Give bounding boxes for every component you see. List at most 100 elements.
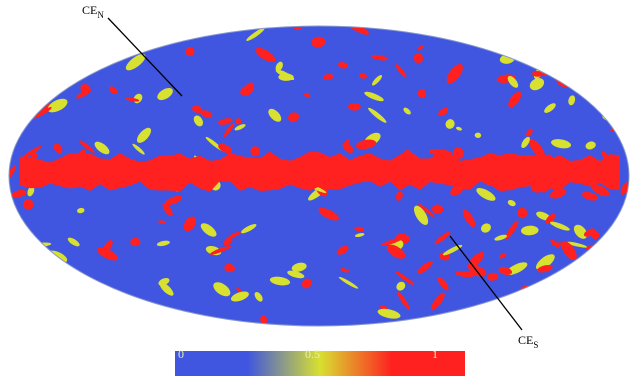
sky-blob (27, 186, 35, 197)
sky-blob (583, 228, 596, 237)
sky-blob (342, 142, 354, 154)
pointer-line (107, 17, 183, 97)
sky-blob (431, 204, 444, 214)
sky-blob (33, 107, 52, 119)
sky-blob (531, 70, 544, 77)
sky-blob (294, 26, 302, 31)
sky-blob (540, 295, 556, 308)
sky-blob (566, 241, 588, 248)
annotation-text: CE (82, 3, 97, 17)
sky-blob (9, 85, 20, 101)
sky-blob (585, 141, 596, 150)
sky-blob (521, 136, 530, 148)
sky-blob (395, 191, 403, 201)
sky-blob (517, 207, 528, 219)
sky-blob (611, 86, 621, 90)
sky-blob (76, 88, 92, 99)
sky-blob (336, 245, 349, 255)
sky-blob (11, 189, 27, 198)
sky-blob (136, 127, 152, 143)
sky-blob (619, 33, 629, 45)
sky-blob (52, 48, 72, 65)
sky-blob (13, 97, 20, 106)
sky-blob (125, 97, 140, 102)
sky-blob (288, 112, 300, 123)
sky-blob (260, 314, 268, 325)
sky-blob (275, 61, 283, 72)
sky-blob (130, 237, 141, 247)
sky-blob (568, 276, 580, 286)
sky-blob (318, 207, 339, 221)
sky-blob (581, 191, 598, 201)
sky-blob (397, 291, 411, 311)
annotation: CES (518, 333, 538, 350)
sky-blob (67, 237, 80, 247)
sky-blob (446, 63, 463, 84)
sky-blob (438, 107, 449, 117)
sky-blob (173, 27, 192, 36)
sky-blob (568, 95, 576, 106)
sky-blob (508, 91, 522, 108)
sky-blob (340, 268, 350, 273)
sky-blob (381, 237, 403, 246)
sky-blob (97, 247, 118, 261)
sky-blob (445, 119, 455, 129)
sky-blob (234, 124, 246, 131)
sky-blob (223, 236, 233, 246)
sky-blob (100, 299, 109, 305)
sky-blob (413, 205, 429, 226)
sky-blob (54, 55, 73, 65)
sky-blob (413, 53, 424, 64)
annotation-text: CE (518, 333, 533, 347)
sky-blob (140, 28, 154, 38)
sky-blob (536, 265, 553, 273)
sky-blob (620, 181, 629, 195)
sky-blob (223, 122, 235, 138)
sky-blob (209, 245, 231, 255)
sky-blob (254, 292, 263, 302)
sky-blob (9, 165, 17, 182)
sky-blob (417, 89, 427, 99)
sky-blob (354, 233, 365, 238)
sky-blob (434, 231, 451, 245)
sky-blob (156, 240, 170, 247)
sky-blob (79, 140, 95, 153)
sky-blob (291, 262, 307, 272)
sky-blob (303, 93, 311, 98)
sky-blob (507, 75, 519, 88)
sky-blob (41, 286, 54, 301)
sky-blob (128, 31, 142, 45)
sky-blob (13, 82, 29, 98)
sky-blob (192, 104, 202, 113)
sky-blob (230, 291, 249, 302)
sky-blob (494, 234, 507, 241)
sky-blob (311, 36, 326, 48)
sky-blob (587, 34, 609, 45)
colorbar (175, 351, 465, 376)
sky-blob (31, 152, 38, 159)
sky-blob (607, 57, 623, 66)
sky-blob (529, 78, 545, 91)
sky-blob (476, 188, 496, 201)
sky-blob (480, 223, 491, 233)
sky-blob (162, 203, 173, 217)
sky-blob (106, 47, 125, 55)
sky-blob (47, 98, 68, 113)
sky-blob (529, 139, 546, 159)
colorbar-tick-label: 0.5 (305, 347, 320, 361)
colorbar-tick-label: 0 (178, 347, 184, 361)
sky-blob (403, 107, 411, 115)
sky-blob (499, 252, 507, 259)
sky-blob (219, 143, 227, 152)
sky-blob (200, 110, 213, 118)
sky-blob (606, 268, 623, 288)
sky-blob (535, 254, 555, 270)
sky-blob (90, 59, 98, 66)
sky-blob (322, 73, 334, 81)
sky-blob (159, 282, 174, 296)
sky-blob (157, 87, 173, 101)
sky-blob (596, 44, 603, 55)
sky-blob (396, 281, 406, 291)
sky-blob (368, 107, 387, 123)
sky-blob (15, 59, 28, 72)
